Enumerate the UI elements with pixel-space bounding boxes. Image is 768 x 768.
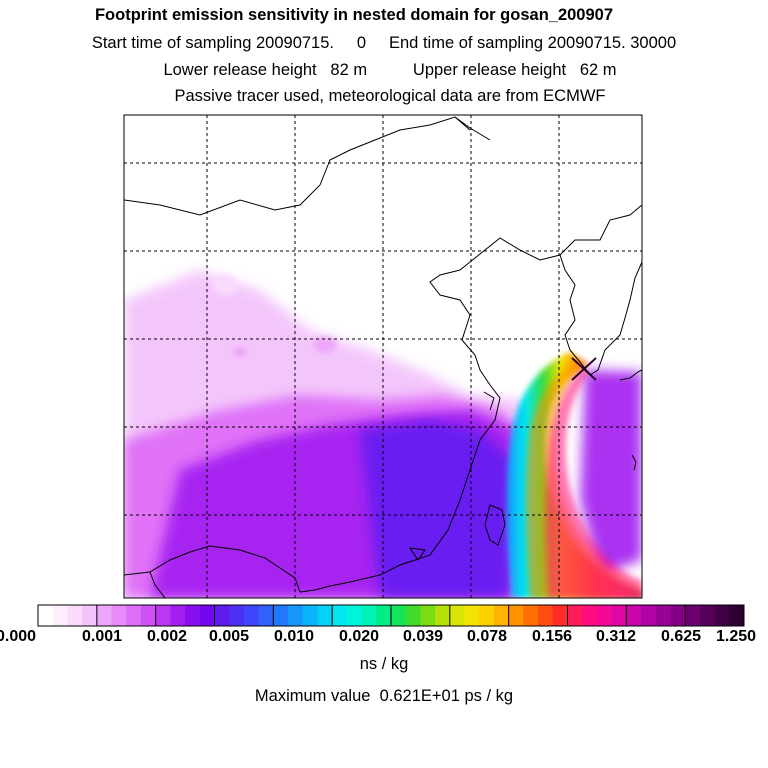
colorbar-swatch xyxy=(82,605,98,626)
colorbar-swatch xyxy=(258,605,274,626)
colorbar-tick: 0.312 xyxy=(595,628,637,645)
colorbar-swatch xyxy=(346,605,363,626)
maximum-value: Maximum value 0.621E+01 ps / kg xyxy=(254,687,514,705)
colorbar-swatch xyxy=(199,605,215,626)
colorbar-swatch xyxy=(655,605,671,626)
colorbar-tick: 0.001 xyxy=(81,628,123,645)
colorbar-frame xyxy=(37,604,745,627)
colorbar-swatch xyxy=(155,605,171,626)
colorbar-swatch xyxy=(229,605,245,626)
colorbar xyxy=(37,604,745,627)
colorbar-swatch xyxy=(714,605,730,626)
colorbar-tick: 0.020 xyxy=(338,628,380,645)
colorbar-swatch xyxy=(567,605,583,626)
colorbar-swatch xyxy=(185,605,201,626)
blue-sensitivity-area xyxy=(360,420,512,598)
colorbar-swatch xyxy=(243,605,260,626)
isolated-patch xyxy=(233,347,247,357)
colorbar-swatch xyxy=(288,605,304,626)
colorbar-tick: 0.010 xyxy=(273,628,315,645)
colorbar-swatch xyxy=(317,605,333,626)
colorbar-swatch xyxy=(685,605,701,626)
colorbar-tick: 0.078 xyxy=(466,628,508,645)
release-heights: Lower release height 82 m Upper release … xyxy=(163,61,617,79)
colorbar-swatch xyxy=(729,605,745,626)
colorbar-swatch xyxy=(361,605,377,626)
colorbar-swatch xyxy=(376,605,392,626)
colorbar-swatch xyxy=(493,605,510,626)
colorbar-swatch xyxy=(111,605,127,626)
colorbar-swatch xyxy=(302,605,318,626)
lat-lon-grid xyxy=(124,115,642,598)
colorbar-swatch xyxy=(435,605,451,626)
colorbar-swatch xyxy=(538,605,554,626)
colorbar-swatch xyxy=(170,605,186,626)
coastlines xyxy=(124,116,642,598)
colorbar-swatch xyxy=(140,605,157,626)
colorbar-swatch xyxy=(479,605,495,626)
colorbar-swatch xyxy=(96,605,113,626)
colorbar-swatch xyxy=(214,605,230,626)
map-frame xyxy=(123,114,643,599)
colorbar-swatch xyxy=(699,605,716,626)
colorbar-swatch xyxy=(273,605,289,626)
colorbar-swatch xyxy=(670,605,686,626)
colorbar-tick: 0.000 xyxy=(0,628,37,645)
colorbar-swatch xyxy=(508,605,524,626)
colorbar-swatch xyxy=(596,605,613,626)
colorbar-tick: 0.625 xyxy=(660,628,702,645)
colorbar-tick: 0.005 xyxy=(208,628,250,645)
colorbar-swatch xyxy=(464,605,480,626)
colorbar-units: ns / kg xyxy=(359,655,409,673)
page-title: Footprint emission sensitivity in nested… xyxy=(94,6,614,24)
colorbar-swatch xyxy=(582,605,598,626)
colorbar-swatch xyxy=(38,605,54,626)
plume-peak xyxy=(545,368,642,598)
colorbar-swatch xyxy=(52,605,68,626)
colorbar-swatch xyxy=(391,605,407,626)
colorbar-swatch xyxy=(626,605,642,626)
colorbar-swatch xyxy=(449,605,466,626)
colorbar-swatch xyxy=(67,605,83,626)
colorbar-swatch xyxy=(523,605,539,626)
colorbar-swatch xyxy=(126,605,142,626)
colorbar-swatch xyxy=(641,605,657,626)
east-sea-sensitivity xyxy=(580,370,642,575)
colorbar-swatch xyxy=(405,605,421,626)
colorbar-swatch xyxy=(552,605,568,626)
colorbar-tick: 1.250 xyxy=(715,628,757,645)
colorbar-tick: 0.002 xyxy=(146,628,188,645)
tracer-info: Passive tracer used, meteorological data… xyxy=(174,87,606,105)
colorbar-swatch xyxy=(420,605,436,626)
isolated-patch xyxy=(313,337,337,353)
sampling-times: Start time of sampling 20090715. 0 End t… xyxy=(91,34,677,52)
sensitivity-field xyxy=(124,115,642,598)
colorbar-tick-labels: 0.000 0.001 0.002 0.005 0.010 0.020 0.03… xyxy=(0,628,768,648)
colorbar-tick: 0.156 xyxy=(531,628,573,645)
isolated-patch xyxy=(213,275,237,295)
colorbar-swatch xyxy=(611,605,627,626)
colorbar-swatch xyxy=(332,605,348,626)
colorbar-tick: 0.039 xyxy=(402,628,444,645)
release-point-marker xyxy=(571,357,597,381)
